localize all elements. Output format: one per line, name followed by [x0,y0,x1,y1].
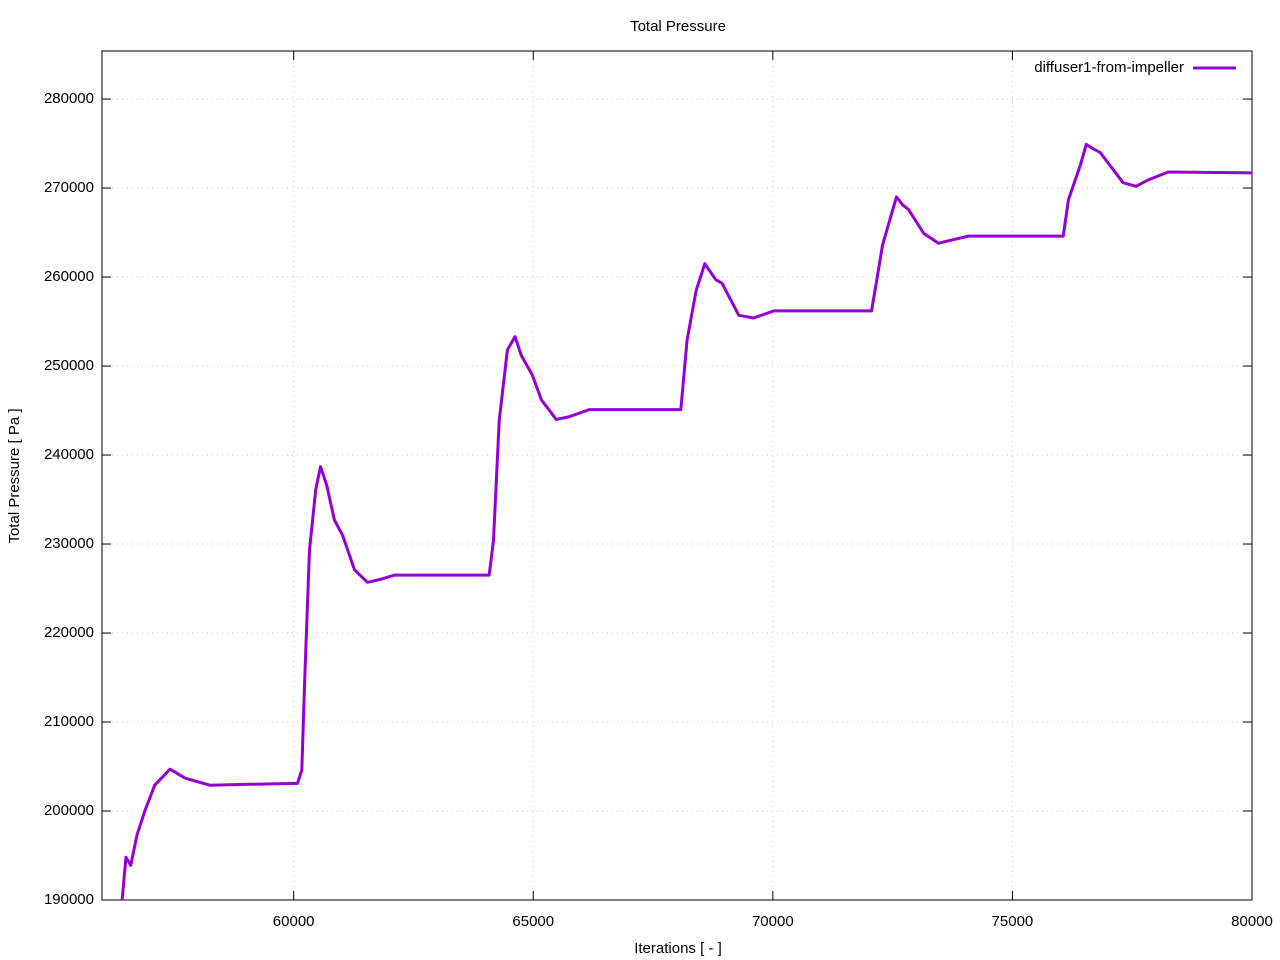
y-tick-label: 250000 [44,357,94,374]
plot-frame [101,50,1253,901]
x-tick-label: 80000 [1231,913,1273,930]
y-tick-label: 230000 [44,535,94,552]
x-tick-label: 70000 [752,913,794,930]
x-tick-label: 75000 [992,913,1034,930]
y-tick-label: 220000 [44,624,94,641]
x-tick-label: 65000 [512,913,554,930]
legend-label: diffuser1-from-impeller [1034,59,1184,76]
x-axis-label: Iterations [ - ] [634,940,722,957]
y-tick-label: 190000 [44,891,94,908]
y-tick-label: 280000 [44,90,94,107]
y-tick-label: 240000 [44,446,94,463]
plot-area [120,142,1252,900]
y-axis-label: Total Pressure [ Pa ] [6,408,23,543]
y-tick-label: 260000 [44,268,94,285]
y-tick-label: 200000 [44,802,94,819]
y-tick-label: 270000 [44,179,94,196]
x-tick-label: 60000 [273,913,315,930]
y-tick-label: 210000 [44,713,94,730]
chart-title: Total Pressure [630,18,726,35]
data-line [120,142,1252,900]
